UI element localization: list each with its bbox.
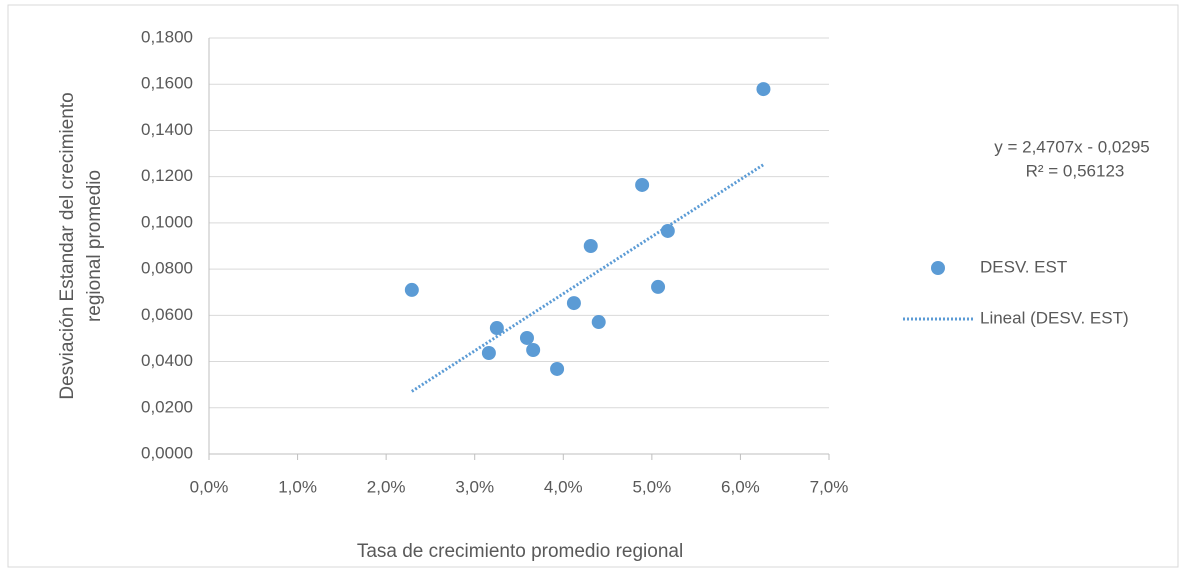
x-axis-label: Tasa de crecimiento promedio regional [357,541,683,562]
point [481,346,496,361]
trend-line [411,163,765,393]
y-tick-label: 0,0000 [141,443,193,462]
point [583,239,598,253]
point [635,177,650,192]
y-axis-label: Desviación Estandar del crecimiento [57,92,78,399]
point [489,321,504,336]
x-tick-label: 5,0% [632,477,671,496]
legend-label: DESV. EST [980,257,1067,276]
point [519,330,534,345]
y-tick-label: 0,0800 [141,259,193,278]
trend-equation: y = 2,4707x - 0,0295 [994,137,1149,156]
y-tick-label: 0,0600 [141,305,193,324]
chart-border [7,4,1179,568]
x-tick-label: 6,0% [721,477,760,496]
point [566,296,581,311]
x-tick-label: 7,0% [810,477,849,496]
y-tick-label: 0,1400 [141,120,193,139]
x-tick-label: 0,0% [190,477,229,496]
y-axis-label: regional promedio [84,170,105,322]
point [651,279,666,294]
y-tick-label: 0,0200 [141,397,193,416]
legend-label: Lineal (DESV. EST) [980,308,1129,327]
point [591,315,606,330]
point [550,361,565,376]
legend-swatch [931,261,945,275]
x-tick-label: 4,0% [544,477,583,496]
x-tick-label: 3,0% [455,477,494,496]
point [526,343,541,357]
y-tick-label: 0,1600 [141,74,193,93]
y-tick-label: 0,1200 [141,166,193,185]
y-tick-label: 0,1000 [141,212,193,231]
x-tick-label: 2,0% [367,477,406,496]
y-tick-label: 0,1800 [141,27,193,46]
point [756,82,771,97]
x-tick-label: 1,0% [278,477,317,496]
trend-r2: R² = 0,56123 [1026,161,1125,180]
point [404,282,419,297]
y-tick-label: 0,0400 [141,351,193,370]
